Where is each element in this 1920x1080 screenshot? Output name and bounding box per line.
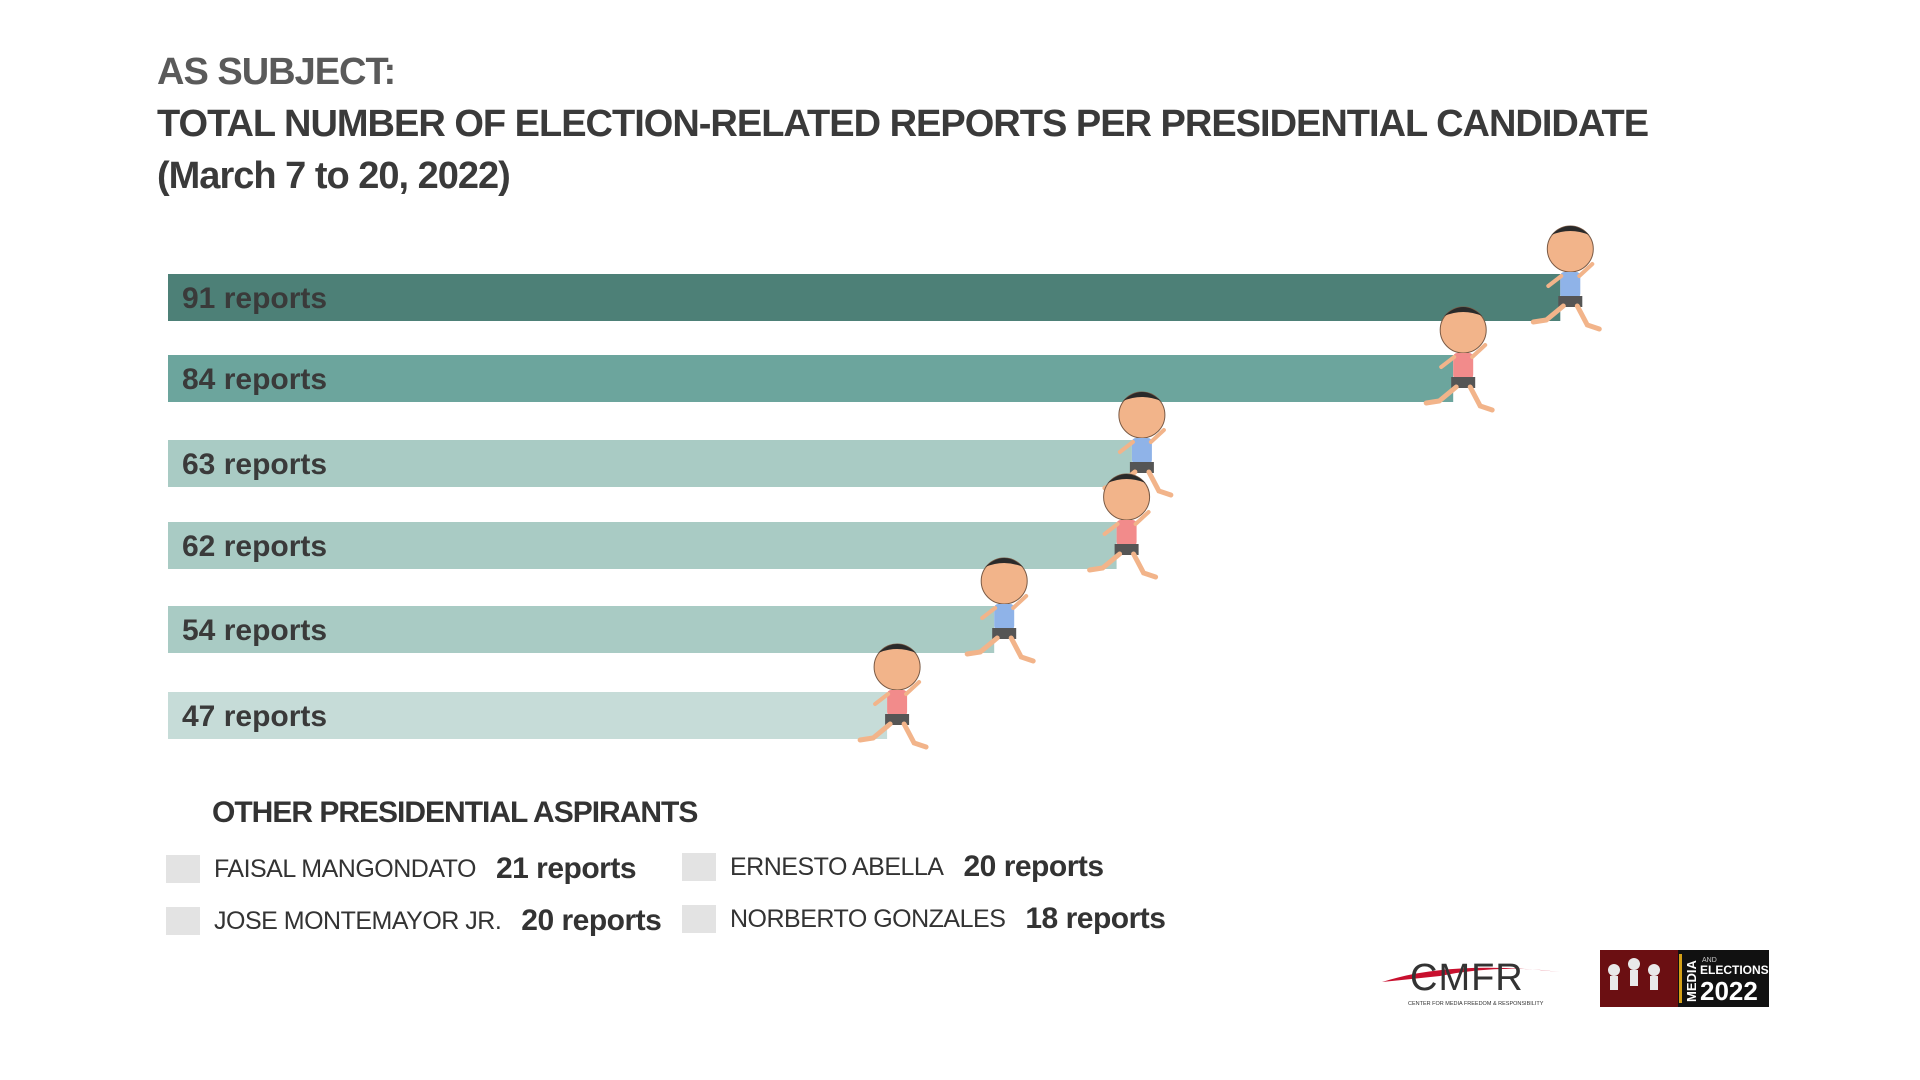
cmfr-logo: CMFR CENTER FOR MEDIA FREEDOM & RESPONSI…	[1382, 957, 1560, 1007]
aspirant-item: NORBERTO GONZALES 18 reports	[682, 902, 1166, 936]
aspirant-item: JOSE MONTEMAYOR JR. 20 reports	[166, 904, 662, 938]
bar	[168, 355, 1454, 402]
aspirant-count: 21 reports	[495, 852, 637, 885]
runner-icon	[1423, 306, 1495, 413]
aspirant-name: NORBERTO GONZALES	[730, 904, 1006, 933]
chart-title: AS SUBJECT: TOTAL NUMBER OF ELECTION-REL…	[157, 46, 1649, 202]
aspirant-swatch	[166, 907, 200, 935]
aspirant-name: ERNESTO ABELLA	[730, 852, 944, 881]
media-elections-logo: MEDIA AND ELECTIONS 2022	[1600, 950, 1769, 1007]
aspirant-swatch	[682, 853, 716, 881]
bar-label: 62 reports	[182, 530, 327, 563]
bar-label: 84 reports	[182, 363, 327, 396]
runner-icon	[964, 557, 1036, 664]
bar	[168, 440, 1132, 487]
aspirant-name: JOSE MONTEMAYOR JR.	[214, 906, 502, 935]
title-line-2: TOTAL NUMBER OF ELECTION-RELATED REPORTS…	[157, 103, 1649, 145]
runner-icon	[857, 643, 929, 750]
bar-label: 63 reports	[182, 448, 327, 481]
other-aspirants-title: OTHER PRESIDENTIAL ASPIRANTS	[212, 796, 698, 829]
bar	[168, 274, 1561, 321]
runner-icon	[1530, 225, 1602, 332]
bar	[168, 606, 995, 653]
aspirant-name: FAISAL MANGONDATO	[214, 854, 476, 883]
aspirant-count: 18 reports	[1025, 902, 1166, 935]
bar	[168, 692, 888, 739]
aspirant-swatch	[166, 855, 200, 883]
svg-text:ELECTIONS: ELECTIONS	[1700, 963, 1769, 977]
svg-text:MEDIA: MEDIA	[1684, 960, 1699, 1003]
aspirant-count: 20 reports	[521, 904, 662, 937]
bar	[168, 522, 1117, 569]
title-line-3: (March 7 to 20, 2022)	[157, 155, 511, 197]
bar-label: 47 reports	[182, 700, 327, 733]
svg-text:CMFR: CMFR	[1410, 957, 1524, 999]
runner-icon	[1087, 473, 1159, 580]
svg-text:CENTER FOR MEDIA FREEDOM & RES: CENTER FOR MEDIA FREEDOM & RESPONSIBILIT…	[1408, 1001, 1544, 1007]
bar-label: 91 reports	[182, 282, 327, 315]
svg-text:AND: AND	[1702, 957, 1717, 964]
title-line-1: AS SUBJECT:	[157, 51, 396, 93]
svg-text:2022: 2022	[1700, 976, 1758, 1006]
aspirant-count: 20 reports	[963, 850, 1104, 883]
logos: CMFR CENTER FOR MEDIA FREEDOM & RESPONSI…	[1380, 950, 1780, 1010]
bar-label: 54 reports	[182, 614, 327, 647]
aspirant-item: FAISAL MANGONDATO 21 reports	[166, 852, 637, 886]
aspirant-swatch	[682, 905, 716, 933]
aspirant-item: ERNESTO ABELLA 20 reports	[682, 850, 1104, 884]
